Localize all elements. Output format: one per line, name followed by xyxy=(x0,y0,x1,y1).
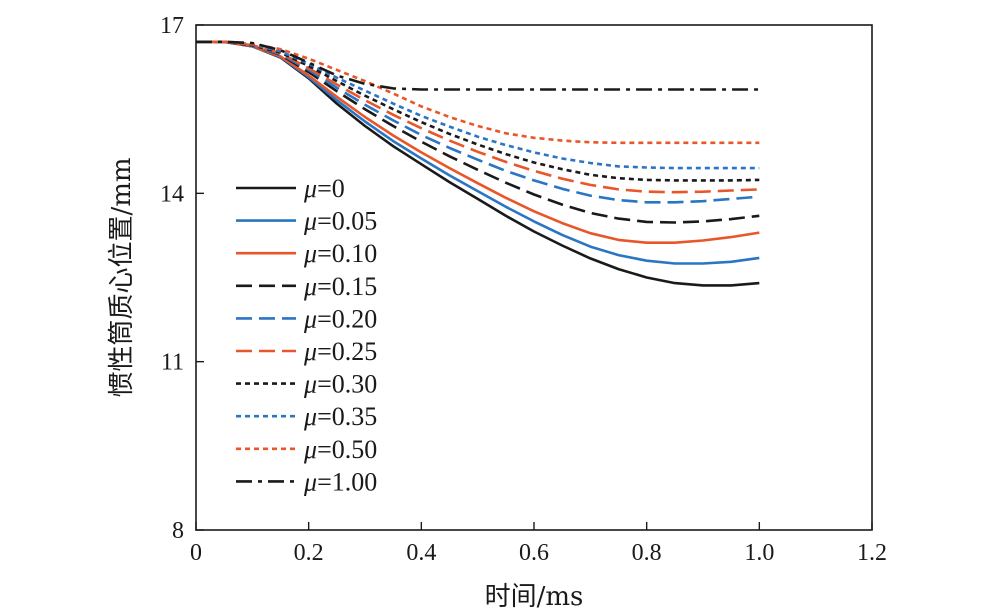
y-tick-label: 17 xyxy=(160,13,184,39)
series-line xyxy=(196,40,760,170)
x-tick-label: 0.4 xyxy=(406,540,436,566)
x-tick-label: 1.0 xyxy=(744,540,774,566)
ticks-layer: 0 0.2 0.4 0.6 0.8 1.0 1.2 8 11 14 17 xyxy=(160,13,887,566)
legend-mu-symbol: μ xyxy=(303,304,317,333)
legend-value: =1.00 xyxy=(317,467,377,496)
y-tick-label: 8 xyxy=(172,518,184,544)
plot-frame xyxy=(195,24,873,531)
legend-mu-symbol: μ xyxy=(303,337,317,366)
legend-label: μ=0.05 xyxy=(303,207,377,236)
legend-value: =0.05 xyxy=(317,207,377,236)
series-line xyxy=(196,40,760,91)
x-axis-title: 时间/ms xyxy=(485,582,584,612)
series-line xyxy=(196,40,760,244)
x-tick-label: 0.8 xyxy=(632,540,662,566)
series-line xyxy=(196,40,760,204)
series-line xyxy=(196,40,760,145)
legend: μ=0μ=0.05μ=0.10μ=0.15μ=0.20μ=0.25μ=0.30μ… xyxy=(236,174,377,496)
legend-mu-symbol: μ xyxy=(303,239,317,268)
x-tick-label: 0 xyxy=(190,540,202,566)
legend-label: μ=1.00 xyxy=(303,467,377,496)
series-line xyxy=(196,40,760,287)
legend-mu-symbol: μ xyxy=(303,435,317,464)
series-line xyxy=(196,40,760,182)
legend-mu-symbol: μ xyxy=(303,467,317,496)
y-axis-title: 惯性筒质心位置/mm xyxy=(107,157,137,397)
series-line xyxy=(196,40,760,194)
series-line xyxy=(196,40,760,224)
legend-label: μ=0.50 xyxy=(303,435,377,464)
legend-label: μ=0.15 xyxy=(303,272,377,301)
legend-mu-symbol: μ xyxy=(303,207,317,236)
legend-mu-symbol: μ xyxy=(303,402,317,431)
legend-value: =0.25 xyxy=(317,337,377,366)
x-tick-label: 1.2 xyxy=(857,540,887,566)
y-tick-label: 11 xyxy=(161,350,184,376)
legend-value: =0.50 xyxy=(317,435,377,464)
x-tick-label: 0.2 xyxy=(294,540,324,566)
legend-value: =0.35 xyxy=(317,402,377,431)
legend-value: =0.30 xyxy=(317,370,377,399)
legend-label: μ=0.25 xyxy=(303,337,377,366)
legend-value: =0 xyxy=(317,174,345,203)
x-tick-label: 0.6 xyxy=(519,540,549,566)
legend-value: =0.20 xyxy=(317,304,377,333)
y-tick-label: 14 xyxy=(160,181,184,207)
legend-mu-symbol: μ xyxy=(303,370,317,399)
legend-value: =0.15 xyxy=(317,272,377,301)
legend-mu-symbol: μ xyxy=(303,174,317,203)
legend-label: μ=0.30 xyxy=(303,370,377,399)
legend-label: μ=0.10 xyxy=(303,239,377,268)
legend-label: μ=0.20 xyxy=(303,304,377,333)
legend-value: =0.10 xyxy=(317,239,377,268)
legend-label: μ=0.35 xyxy=(303,402,377,431)
series-layer xyxy=(196,40,760,287)
legend-label: μ=0 xyxy=(303,174,345,203)
legend-mu-symbol: μ xyxy=(303,272,317,301)
